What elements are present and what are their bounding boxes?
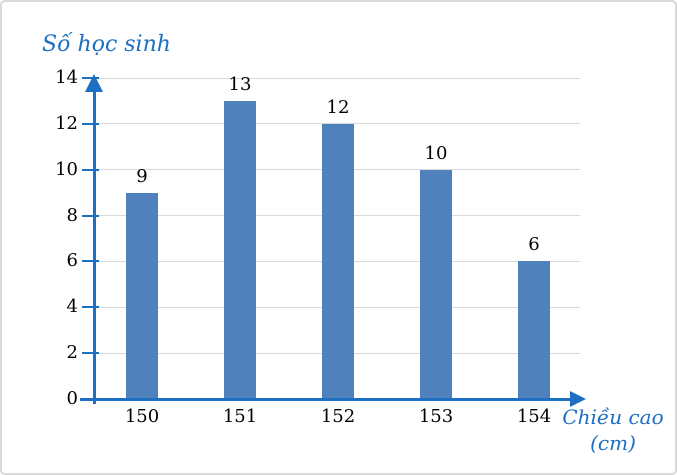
y-tick-label-4: 4: [66, 296, 78, 318]
x-axis-title-line2: (cm): [590, 431, 636, 455]
y-tick-4: [82, 306, 99, 309]
y-tick-6: [82, 260, 99, 263]
chart-title: Số học sinh: [42, 32, 171, 57]
bar-154: [518, 261, 550, 399]
x-category-150: 150: [124, 406, 160, 427]
y-tick-8: [82, 214, 99, 217]
x-category-151: 151: [222, 406, 258, 427]
y-tick-12: [82, 122, 99, 125]
x-category-152: 152: [320, 406, 356, 427]
x-axis-arrow-icon: [570, 391, 586, 407]
bar-151: [224, 100, 256, 399]
y-tick-label-0: 0: [66, 388, 78, 409]
y-tick-2: [82, 352, 99, 355]
y-tick-label-2: 2: [66, 342, 78, 364]
bar-153: [420, 169, 452, 399]
x-category-154: 154: [516, 406, 552, 427]
bar-value-152: 12: [326, 96, 350, 118]
x-category-153: 153: [418, 406, 454, 427]
y-axis-line: [92, 88, 96, 404]
x-axis-title-line1: Chiều cao: [562, 405, 664, 429]
y-tick-label-6: 6: [66, 250, 78, 272]
y-tick-label-10: 10: [55, 158, 78, 180]
y-axis-arrow-icon: [85, 74, 103, 92]
bar-150: [126, 192, 158, 399]
bar-value-153: 10: [424, 142, 448, 164]
bar-value-151: 13: [228, 73, 252, 95]
x-axis-line: [80, 397, 570, 401]
bar-value-154: 6: [528, 234, 540, 256]
x-axis-title: Chiều cao (cm): [558, 404, 668, 456]
gridline-14: [94, 77, 580, 79]
bar-152: [322, 123, 354, 399]
y-tick-label-12: 12: [55, 112, 78, 134]
y-tick-label-14: 14: [55, 67, 78, 88]
bar-value-150: 9: [136, 165, 148, 187]
y-tick-10: [82, 168, 99, 171]
y-tick-label-8: 8: [66, 204, 78, 226]
